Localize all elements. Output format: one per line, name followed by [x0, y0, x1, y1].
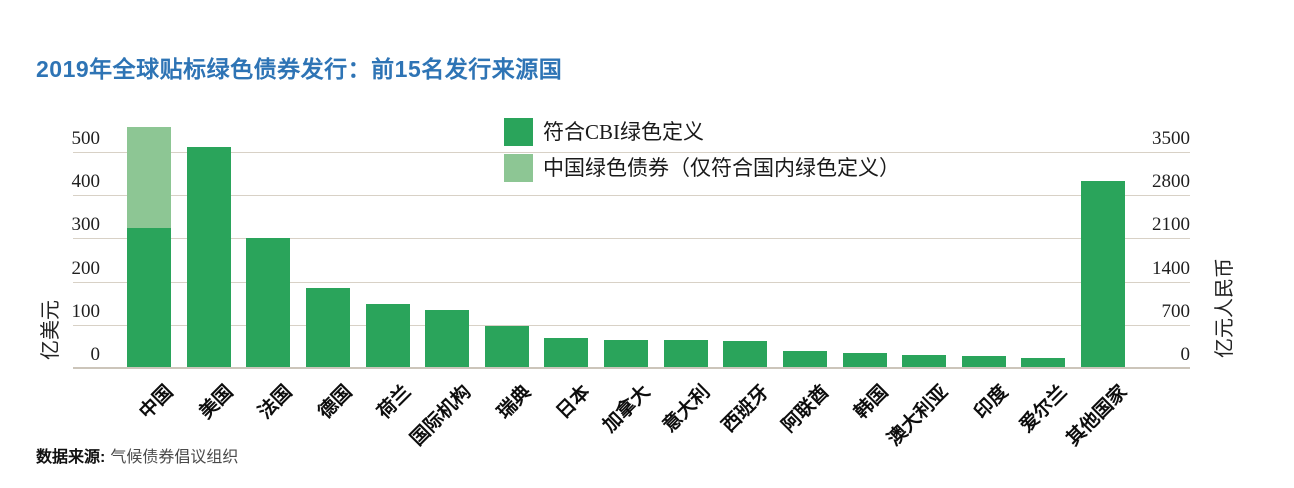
x-tick-label: 国际机构	[406, 381, 476, 451]
x-tick-label: 印度	[970, 381, 1013, 424]
y-tick-label-right: 2100	[1152, 214, 1190, 236]
bar-segment-cbi-aligned	[484, 325, 529, 368]
y-tick-label-left: 400	[71, 171, 101, 193]
bar-segment-cbi-aligned	[1081, 180, 1125, 368]
bar-segment-cbi-aligned	[842, 352, 887, 368]
gridline	[73, 152, 1190, 153]
x-tick-label: 韩国	[851, 381, 893, 424]
x-tick-label: 加拿大	[599, 381, 655, 437]
right-axis-unit-label: 亿元人民币	[1214, 258, 1236, 358]
source-note: 数据来源: 气候债券倡议组织	[36, 443, 238, 467]
y-tick-label-left: 500	[71, 128, 101, 149]
x-tick-label: 意大利	[658, 381, 714, 437]
legend: 符合CBI绿色定义 中国绿色债券（仅符合国内绿色定义）	[504, 118, 900, 190]
x-tick-label: 其他国家	[1062, 381, 1132, 451]
gridline	[73, 281, 1190, 283]
x-tick-label: 日本	[553, 381, 595, 424]
x-tick-label: 美国	[195, 381, 237, 424]
chart-title: 2019年全球贴标绿色债券发行：前15名发行来源国	[36, 56, 563, 82]
legend-item-china-only: 中国绿色债券（仅符合国内绿色定义）	[504, 154, 900, 182]
gridline	[73, 238, 1190, 240]
bar-segment-cbi-aligned	[305, 288, 350, 368]
bar-segment-cbi-aligned	[782, 351, 827, 368]
bar-segment-cbi-aligned	[604, 339, 648, 368]
y-tick-label-right: 0	[1180, 344, 1191, 365]
bar-segment-cbi-aligned	[246, 237, 291, 368]
x-tick-label: 德国	[314, 381, 357, 424]
bar-segment-cbi-aligned	[723, 340, 768, 368]
y-tick-label-left: 200	[71, 257, 101, 279]
legend-swatch-cbi-aligned	[504, 118, 533, 146]
gridline	[73, 324, 1190, 326]
bar-segment-cbi-aligned	[1021, 358, 1066, 368]
bar-segment-cbi-aligned	[961, 355, 1006, 368]
y-tick-label-left: 100	[71, 300, 101, 322]
x-tick-label: 中国	[135, 381, 178, 424]
source-label: 数据来源:	[36, 449, 106, 466]
y-tick-label-left: 300	[71, 214, 101, 236]
gridline	[73, 195, 1190, 197]
legend-swatch-china-only	[504, 154, 533, 182]
bar-segment-cbi-aligned	[186, 146, 231, 368]
y-tick-label-right: 700	[1161, 300, 1191, 322]
x-tick-label: 西班牙	[718, 381, 774, 437]
y-tick-label-right: 1400	[1152, 257, 1190, 279]
legend-label-cbi-aligned: 符合CBI绿色定义	[543, 120, 705, 144]
x-tick-label: 荷兰	[374, 381, 416, 424]
bar-segment-cbi-aligned	[127, 227, 171, 368]
x-tick-label: 阿联酋	[778, 381, 834, 437]
x-tick-label: 瑞典	[493, 381, 536, 424]
x-axis-baseline	[73, 367, 1190, 369]
source-value: 气候债券倡议组织	[110, 449, 239, 466]
bar-segment-cbi-aligned	[365, 304, 410, 368]
x-tick-label: 法国	[254, 381, 297, 424]
left-axis-unit-label: 亿美元	[40, 300, 62, 360]
bar-segment-cbi-aligned	[425, 310, 470, 368]
y-tick-label-right: 3500	[1152, 128, 1190, 149]
bar-segment-cbi-aligned	[902, 355, 947, 368]
legend-label-china-only: 中国绿色债券（仅符合国内绿色定义）	[543, 156, 900, 180]
y-tick-label-left: 0	[90, 344, 101, 365]
x-tick-label: 澳大利亚	[883, 381, 953, 451]
bar-segment-china-only	[127, 126, 171, 228]
bar-segment-cbi-aligned	[663, 339, 708, 368]
legend-item-cbi-aligned: 符合CBI绿色定义	[504, 118, 900, 146]
y-tick-label-right: 2800	[1152, 171, 1190, 193]
bar-segment-cbi-aligned	[544, 338, 589, 368]
